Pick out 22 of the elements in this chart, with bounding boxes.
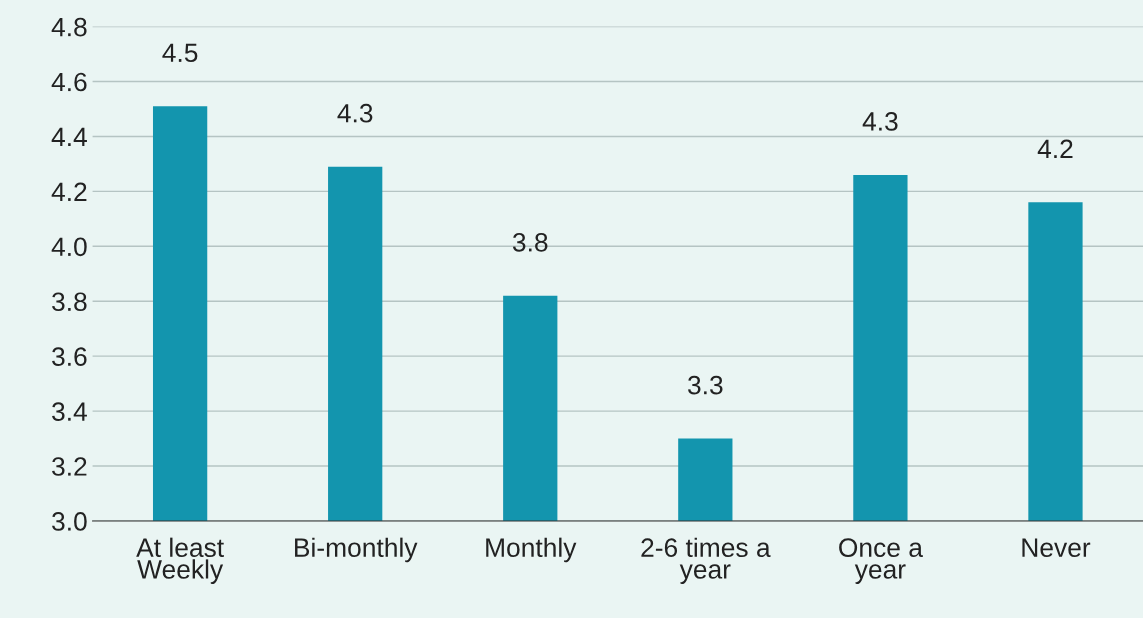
- x-tick-label: Bi-monthly: [295, 537, 418, 563]
- data-label: 4.3: [862, 112, 898, 131]
- text: 4.2: [51, 182, 87, 201]
- x-tick-label: Never: [1022, 538, 1091, 558]
- text: 3.2: [52, 457, 87, 476]
- text: 4.4: [51, 127, 87, 146]
- data-label: 3.8: [512, 232, 548, 252]
- text: 3.4: [52, 402, 87, 421]
- data-label: 4.3: [337, 103, 373, 123]
- x-tick-label: At least Weekly: [136, 537, 224, 584]
- text: 3.6: [52, 347, 87, 366]
- text: 4.6: [51, 72, 87, 92]
- data-label: 4.5: [162, 43, 198, 63]
- x-tick-label: 2-6 times a year: [641, 537, 771, 584]
- x-tick-label: Once a year: [839, 538, 923, 584]
- text: 3.0: [52, 512, 87, 531]
- text: 4.0: [51, 237, 87, 257]
- data-label: 3.3: [687, 375, 723, 395]
- text: 3.8: [52, 292, 87, 312]
- data-label: 4.2: [1037, 139, 1073, 158]
- text: 4.8: [51, 17, 87, 37]
- x-tick-label: Monthly: [486, 537, 577, 563]
